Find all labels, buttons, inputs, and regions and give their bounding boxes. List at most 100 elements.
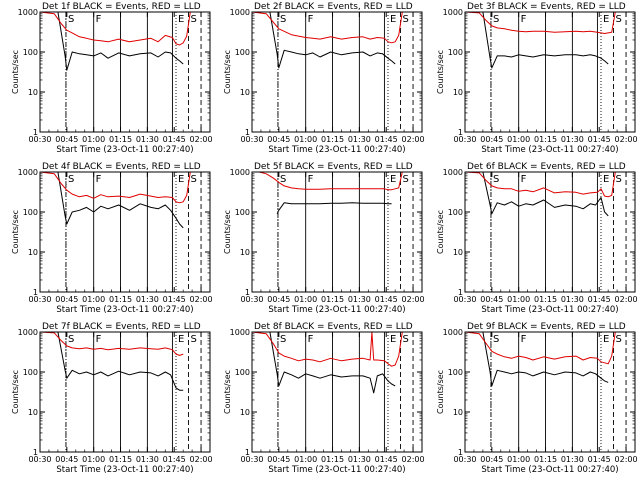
x-tick-label: 01:15 — [109, 295, 132, 304]
events-series-line — [40, 12, 184, 71]
x-tick-label: 01:30 — [561, 295, 584, 304]
y-axis-label: Counts/sec — [436, 370, 445, 414]
marker-label: S — [493, 334, 499, 345]
x-tick-label: 01:00 — [82, 135, 105, 144]
lld-series-line — [40, 12, 191, 46]
marker-label: S — [403, 334, 409, 345]
lld-series-line — [252, 12, 403, 44]
x-tick-label: 00:30 — [453, 455, 476, 464]
events-series-line — [276, 202, 392, 215]
x-tick-label: 00:30 — [453, 135, 476, 144]
x-tick-label: 01:30 — [136, 295, 159, 304]
x-tick-label: 01:45 — [588, 295, 611, 304]
x-tick-label: 02:00 — [615, 295, 638, 304]
x-tick-label: 01:15 — [109, 455, 132, 464]
x-tick-label: 01:45 — [375, 295, 398, 304]
y-tick-label: 10 — [28, 88, 38, 97]
y-tick-label: 1 — [33, 448, 38, 457]
marker-label: F — [96, 14, 102, 25]
lld-series-line — [465, 332, 616, 365]
y-tick-label: 10 — [28, 408, 38, 417]
chart-title: Det 1f BLACK = Events, RED = LLD — [42, 2, 201, 12]
plot-frame — [251, 11, 423, 133]
x-tick-label: 01:00 — [507, 295, 530, 304]
x-tick-label: 01:30 — [348, 295, 371, 304]
x-axis-label: Start Time (23-Oct-11 00:27:40) — [481, 145, 618, 155]
events-series-line — [252, 12, 396, 69]
marker-label: S — [616, 14, 622, 25]
x-tick-label: 01:45 — [375, 455, 398, 464]
marker-label: S — [280, 334, 286, 345]
y-axis-label: Counts/sec — [11, 370, 20, 414]
x-tick-label: 01:45 — [588, 135, 611, 144]
x-axis-label: Start Time (23-Oct-11 00:27:40) — [481, 305, 618, 315]
marker-label: F — [521, 334, 527, 345]
y-tick-label: 1000 — [443, 328, 463, 337]
x-tick-label: 01:15 — [321, 135, 344, 144]
y-tick-label: 1 — [458, 128, 463, 137]
marker-label: E — [390, 334, 396, 345]
lld-series-line — [40, 172, 191, 204]
events-series-line — [40, 172, 184, 229]
y-tick-label: 1 — [245, 128, 250, 137]
chart-title: Det 9f BLACK = Events, RED = LLD — [467, 322, 626, 332]
lld-series-line — [252, 332, 403, 367]
y-tick-label: 100 — [23, 48, 38, 57]
x-tick-label: 00:30 — [28, 135, 51, 144]
y-axis-label: Counts/sec — [11, 50, 20, 94]
x-tick-label: 01:15 — [109, 135, 132, 144]
x-tick-label: 01:45 — [375, 135, 398, 144]
x-axis-label: Start Time (23-Oct-11 00:27:40) — [56, 465, 193, 475]
x-tick-label: 00:45 — [55, 135, 78, 144]
marker-label: F — [308, 174, 314, 185]
x-tick-label: 02:00 — [402, 455, 425, 464]
plot-frame — [251, 331, 423, 453]
y-axis-label: Counts/sec — [436, 50, 445, 94]
x-tick-label: 01:45 — [163, 135, 186, 144]
x-axis-label: Start Time (23-Oct-11 00:27:40) — [56, 145, 193, 155]
events-series-line — [252, 332, 396, 394]
x-tick-label: 01:30 — [136, 455, 159, 464]
y-tick-label: 100 — [235, 48, 250, 57]
x-tick-label: 00:30 — [240, 295, 263, 304]
y-tick-label: 1 — [245, 448, 250, 457]
x-tick-label: 01:15 — [534, 295, 557, 304]
y-tick-label: 10 — [240, 408, 250, 417]
x-tick-label: 02:00 — [190, 455, 213, 464]
x-tick-label: 00:30 — [240, 135, 263, 144]
marker-label: S — [191, 174, 197, 185]
x-tick-label: 01:00 — [82, 455, 105, 464]
x-tick-label: 01:30 — [348, 135, 371, 144]
marker-label: S — [616, 334, 622, 345]
marker-label: S — [280, 14, 286, 25]
x-tick-label: 01:45 — [588, 455, 611, 464]
x-tick-label: 00:45 — [55, 455, 78, 464]
marker-label: F — [96, 174, 102, 185]
marker-label: F — [521, 174, 527, 185]
x-tick-label: 00:30 — [240, 455, 263, 464]
marker-label: S — [191, 334, 197, 345]
x-tick-label: 01:00 — [507, 455, 530, 464]
y-axis-label: Counts/sec — [436, 210, 445, 254]
x-tick-label: 00:30 — [28, 455, 51, 464]
y-tick-label: 100 — [448, 368, 463, 377]
y-tick-label: 10 — [28, 248, 38, 257]
y-tick-label: 100 — [448, 48, 463, 57]
marker-label: F — [521, 14, 527, 25]
y-tick-label: 1000 — [18, 328, 38, 337]
marker-label: F — [308, 14, 314, 25]
y-tick-label: 1000 — [443, 8, 463, 17]
x-tick-label: 01:45 — [163, 295, 186, 304]
marker-label: F — [96, 334, 102, 345]
marker-label: E — [390, 14, 396, 25]
x-tick-label: 01:30 — [561, 135, 584, 144]
lld-series-line — [40, 332, 184, 356]
x-tick-label: 02:00 — [615, 135, 638, 144]
x-tick-label: 00:45 — [480, 455, 503, 464]
y-axis-label: Counts/sec — [11, 210, 20, 254]
marker-label: S — [616, 174, 622, 185]
